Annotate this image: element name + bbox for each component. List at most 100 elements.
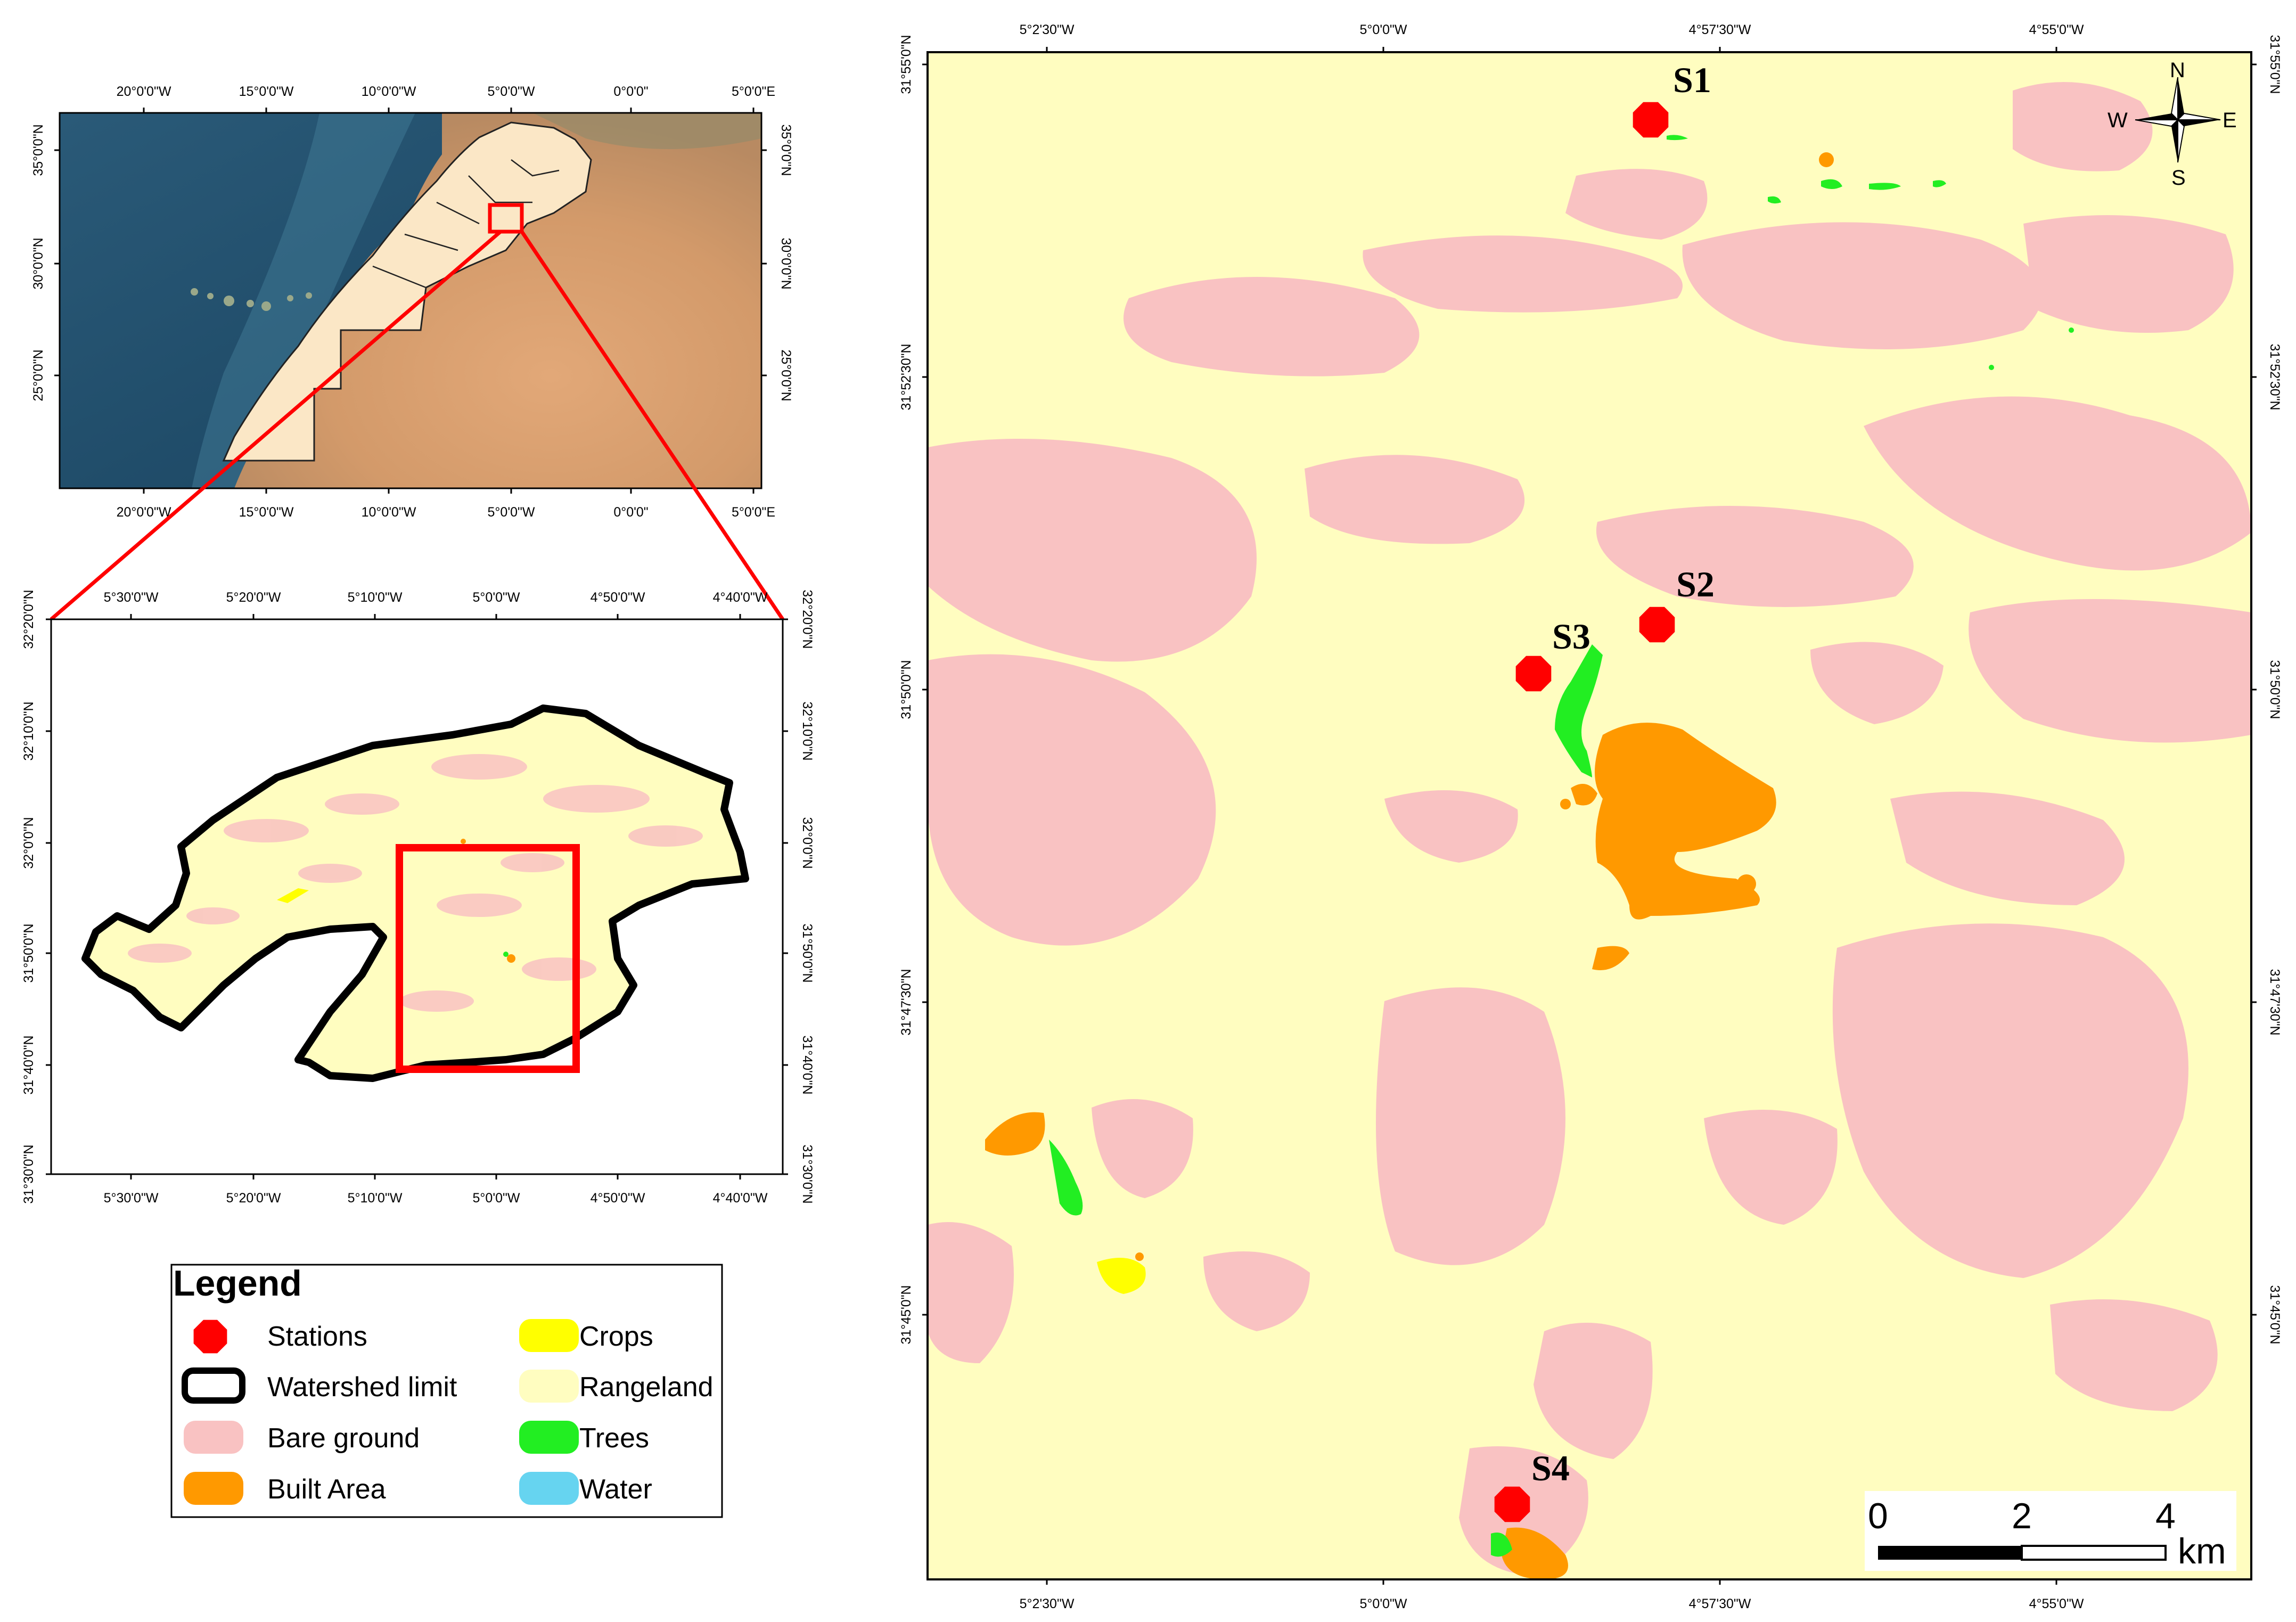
main-bottom-tick-label: 4°57'30"W <box>1689 1596 1751 1611</box>
legend-label: Water <box>579 1474 652 1505</box>
legend-frame <box>170 1264 723 1518</box>
watershed-bottom-tick-label: 5°30'0"W <box>104 1191 159 1206</box>
overview-map: 20°0'0"W 15°0'0"W 10°0'0"W 5°0'0"W 0°0'0" 5°0… <box>31 84 793 520</box>
legend-item-built-area: Built Area <box>184 1472 386 1505</box>
watershed-left-tick-label: 31°40'0"N <box>21 1035 36 1094</box>
tree-patches <box>1049 135 2074 1557</box>
overview-bottom-tick-label: 5°0'0"E <box>732 505 775 520</box>
main-bottom-tick-label: 5°0'0"W <box>1360 1596 1407 1611</box>
watershed-top-tick-label: 4°50'0"W <box>591 590 645 605</box>
main-bottom-tick-label: 5°2'30"W <box>1020 1596 1075 1611</box>
watershed-right-tick-label: 32°20'0"N <box>800 589 815 649</box>
overview-top-tick-label: 10°0'0"W <box>362 84 416 99</box>
main-right-tick-label: 31°50'0"N <box>2267 660 2282 719</box>
svg-text:4: 4 <box>2155 1496 2176 1536</box>
watershed-right-tick-label: 32°0'0"N <box>800 817 815 869</box>
legend-label: Bare ground <box>267 1423 420 1454</box>
legend-label: Trees <box>579 1423 649 1454</box>
overview-top-tick-label: 0°0'0" <box>613 84 648 99</box>
main-extent-box <box>396 844 580 1073</box>
svg-text:S3: S3 <box>1552 616 1590 657</box>
legend-item-rangeland: Rangeland <box>519 1370 714 1403</box>
legend-item-trees: Trees <box>519 1421 649 1454</box>
stations: S1 S2 S3 S4 <box>1494 60 1715 1522</box>
overview-bottom-tick-label: 15°0'0"W <box>239 505 294 520</box>
legend-item-bare-ground: Bare ground <box>184 1421 420 1454</box>
zoom-connectors <box>50 230 784 621</box>
main-top-tick-label: 5°0'0"W <box>1360 22 1407 37</box>
overview-frame <box>59 112 762 489</box>
svg-text:0: 0 <box>1868 1496 1888 1536</box>
watershed-right-tick-label: 31°30'0"N <box>800 1144 815 1203</box>
overview-bottom-tick-label: 0°0'0" <box>613 505 648 520</box>
study-area-marker <box>488 203 524 234</box>
main-right-tick-label: 31°47'30"N <box>2267 969 2282 1035</box>
overview-left-tick-label: 25°0'0"N <box>31 349 46 401</box>
legend-item-crops: Crops <box>519 1319 653 1352</box>
station-s4: S4 <box>1494 1448 1570 1522</box>
main-left-tick-label: 31°47'30"N <box>899 969 914 1035</box>
main-bottom-tick-label: 4°55'0"W <box>2029 1596 2084 1611</box>
svg-text:S: S <box>2171 166 2186 190</box>
built-area-patches <box>985 152 1834 1579</box>
legend: Legend Stations Watershed limit Bare groun… <box>170 1263 723 1518</box>
legend-swatch <box>519 1472 579 1505</box>
watershed-left-tick-label: 32°20'0"N <box>21 589 36 649</box>
main-top-tick-label: 4°57'30"W <box>1689 22 1751 37</box>
overview-left-tick-label: 35°0'0"N <box>31 124 46 176</box>
svg-text:W: W <box>2108 109 2128 132</box>
watershed-right-tick-label: 31°50'0"N <box>800 923 815 982</box>
main-right-tick-label: 31°45'0"N <box>2267 1285 2282 1344</box>
overview-bottom-tick-label: 20°0'0"W <box>117 505 171 520</box>
watershed-bottom-tick-label: 5°0'0"W <box>473 1191 520 1206</box>
watershed-map: 5°30'0"W 5°20'0"W 5°10'0"W 5°0'0"W 4°50'0"W 4… <box>21 589 815 1206</box>
svg-text:S1: S1 <box>1673 60 1711 100</box>
watershed-top-tick-label: 5°10'0"W <box>348 590 403 605</box>
main-left-tick-label: 31°50'0"N <box>899 660 914 719</box>
station-s3: S3 <box>1515 616 1590 692</box>
svg-text:S2: S2 <box>1676 564 1715 604</box>
watershed-bottom-tick-label: 4°50'0"W <box>591 1191 645 1206</box>
svg-text:2: 2 <box>2012 1496 2032 1536</box>
overview-right-tick-label: 35°0'0"N <box>778 124 793 176</box>
legend-swatch <box>184 1472 243 1505</box>
main-right-tick-label: 31°52'30"N <box>2267 343 2282 410</box>
watershed-bottom-tick-label: 5°20'0"W <box>226 1191 281 1206</box>
legend-swatch <box>193 1320 227 1354</box>
main-left-tick-label: 31°52'30"N <box>899 343 914 410</box>
main-top-tick-label: 5°2'30"W <box>1020 22 1075 37</box>
overview-bottom-tick-label: 10°0'0"W <box>362 505 416 520</box>
legend-swatch <box>519 1319 579 1352</box>
watershed-left-tick-label: 31°30'0"N <box>21 1144 36 1203</box>
main-left-tick-label: 31°55'0"N <box>899 35 914 94</box>
legend-swatch <box>519 1370 579 1403</box>
station-s1: S1 <box>1633 60 1711 138</box>
overview-right-tick-label: 25°0'0"N <box>778 349 793 401</box>
legend-swatch <box>182 1367 245 1404</box>
watershed-top-tick-label: 5°20'0"W <box>226 590 281 605</box>
crop-patch <box>1097 1258 1146 1294</box>
legend-label: Crops <box>579 1321 653 1352</box>
main-right-tick-label: 31°55'0"N <box>2267 35 2282 94</box>
watershed-bottom-tick-label: 5°10'0"W <box>348 1191 403 1206</box>
watershed-left-tick-label: 31°50'0"N <box>21 923 36 982</box>
main-top-tick-label: 4°55'0"W <box>2029 22 2084 37</box>
svg-text:E: E <box>2223 109 2237 132</box>
main-left-tick-label: 31°45'0"N <box>899 1285 914 1344</box>
station-s2: S2 <box>1639 564 1715 643</box>
overview-top-tick-label: 15°0'0"W <box>239 84 294 99</box>
watershed-right-tick-label: 31°40'0"N <box>800 1035 815 1094</box>
overview-top-tick-label: 20°0'0"W <box>117 84 171 99</box>
overview-top-tick-label: 5°0'0"E <box>732 84 775 99</box>
legend-label: Watershed limit <box>267 1372 457 1403</box>
watershed-left-tick-label: 32°0'0"N <box>21 817 36 869</box>
legend-item-water: Water <box>519 1472 652 1505</box>
watershed-top-tick-label: 5°0'0"W <box>473 590 520 605</box>
watershed-bare-ground <box>128 754 703 1012</box>
svg-text:km: km <box>2178 1531 2226 1571</box>
legend-item-watershed-limit: Watershed limit <box>182 1367 457 1404</box>
svg-text:S4: S4 <box>1531 1448 1570 1488</box>
legend-swatch <box>519 1421 579 1454</box>
legend-swatch <box>184 1421 243 1454</box>
legend-label: Stations <box>267 1321 367 1352</box>
